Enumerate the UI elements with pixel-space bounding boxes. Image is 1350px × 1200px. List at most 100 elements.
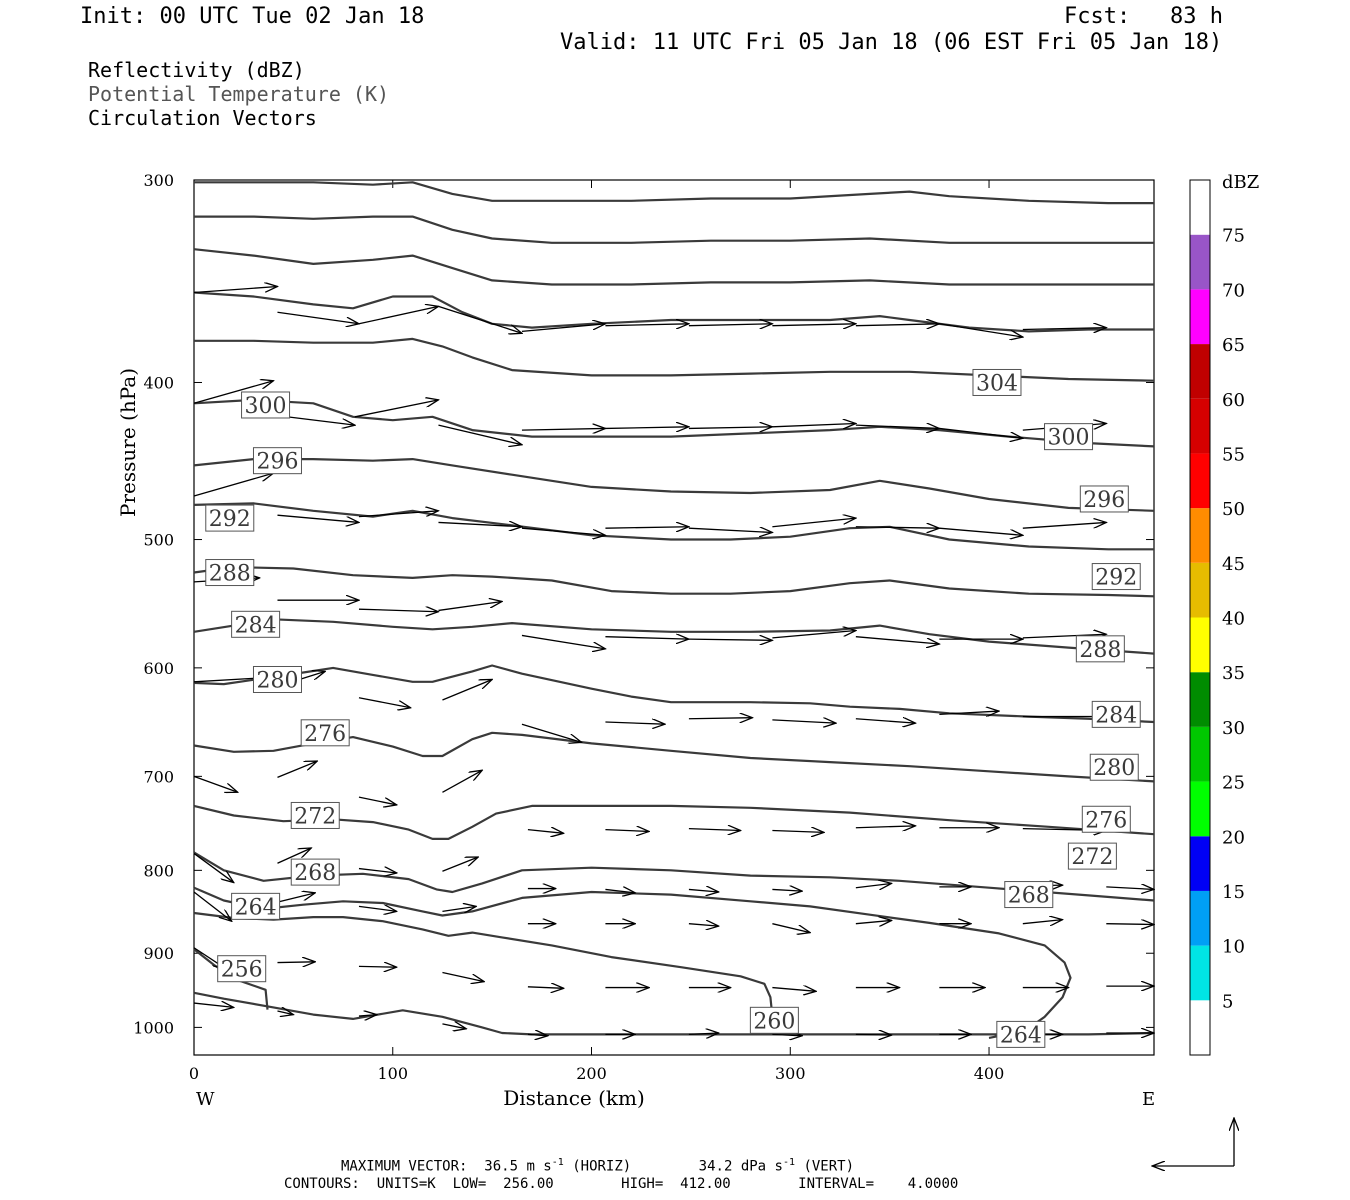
theta-contour-280: [193, 618, 1155, 655]
colorbar-segment: [1190, 945, 1210, 1001]
contour-label: 272: [294, 804, 336, 829]
circulation-vector: [772, 720, 836, 723]
contour-label: 256: [221, 958, 263, 983]
circulation-vector: [527, 987, 564, 988]
circulation-vector: [605, 722, 665, 724]
y-tick-label: 900: [143, 944, 174, 963]
circulation-vector: [358, 1015, 377, 1016]
circulation-vector: [277, 962, 315, 963]
contour-label-box: [1081, 805, 1131, 833]
circulation-vector: [605, 324, 688, 326]
contour-label: 284: [235, 613, 277, 638]
contour-label: 300: [1048, 426, 1090, 451]
vert-tag: (VERT): [803, 1158, 855, 1175]
contour-label-box: [290, 801, 340, 829]
circulation-vector: [1022, 920, 1063, 924]
circulation-vector: [1022, 328, 1106, 330]
colorbar-tick-label: 55: [1222, 444, 1245, 465]
circulation-vector: [855, 1034, 892, 1035]
contour-label: 288: [209, 562, 251, 587]
colorbar-tick-label: 60: [1222, 390, 1245, 411]
circulation-vector: [521, 527, 605, 535]
plot-frame: [193, 179, 1155, 1056]
theta-contour-260: [193, 991, 1155, 1036]
contour-label-box: [205, 504, 255, 532]
y-tick-label: 800: [143, 861, 174, 880]
circulation-vector: [358, 306, 439, 325]
circulation-vector: [358, 966, 397, 967]
colorbar-tick-label: 20: [1222, 827, 1245, 848]
contours-line: CONTOURS: UNITS=K LOW= 256.00 HIGH= 412.…: [284, 1176, 959, 1192]
contour-label: 296: [256, 450, 298, 475]
colorbar-tick-label: 50: [1222, 499, 1245, 520]
theta-contour-260: [193, 911, 774, 1035]
y-axis-label: Pressure (hPa): [116, 368, 140, 517]
valid-time: Valid: 11 UTC Fri 05 Jan 18 (06 EST Fri …: [560, 30, 1223, 55]
contour-label-box: [972, 368, 1022, 396]
circulation-vector: [358, 697, 411, 708]
init-time: Init: 00 UTC Tue 02 Jan 18: [80, 4, 425, 29]
circulation-vector: [277, 848, 311, 864]
circulation-vector: [442, 1024, 466, 1029]
circulation-vector: [358, 796, 397, 805]
x-tick-label: 300: [775, 1064, 806, 1083]
vert-exponent: -1: [782, 1157, 796, 1168]
colorbar-tick-label: 25: [1222, 773, 1245, 794]
circulation-vector: [772, 324, 855, 326]
contour-label: 264: [235, 895, 277, 920]
contour-label-box: [749, 1006, 799, 1034]
circulation-vector: [772, 1034, 802, 1035]
theta-contour-308: [193, 248, 1154, 286]
contour-label-box: [996, 1020, 1046, 1048]
circulation-vector: [855, 719, 916, 723]
circulation-vector: [772, 631, 855, 639]
colorbar-segment: [1190, 453, 1210, 509]
circulation-vector: [688, 829, 741, 831]
theta-contour-316: [194, 181, 1154, 205]
contour-label: 276: [1085, 808, 1127, 833]
y-tick-label: 700: [143, 767, 174, 786]
circulation-vector: [277, 1011, 293, 1015]
circulation-vector: [688, 528, 772, 532]
forecast-hour: Fcst: 83 h: [1064, 4, 1223, 29]
colorbar-segment: [1190, 344, 1210, 399]
circulation-vector: [772, 923, 810, 933]
contour-label: 288: [1079, 638, 1121, 663]
theta-contour-276: [193, 664, 1155, 724]
contour-label-box: [231, 892, 281, 920]
circulation-vector: [688, 924, 719, 926]
contour-label-box: [1091, 700, 1141, 728]
theta-contour-312: [194, 215, 1154, 244]
colorbar-tick-label: 30: [1222, 718, 1245, 739]
contour-label-box: [1075, 635, 1125, 663]
contour-label: 280: [256, 668, 298, 693]
max-vector-prefix: MAXIMUM VECTOR:: [341, 1158, 468, 1175]
contour-label: 264: [1000, 1023, 1042, 1048]
contour-label-box: [217, 955, 267, 983]
circulation-vector: [442, 770, 482, 793]
colorbar-tick-label: 75: [1222, 226, 1245, 247]
field-circulation-vectors: Circulation Vectors: [88, 106, 317, 130]
colorbar-tick-label: 15: [1222, 882, 1245, 903]
east-label: E: [1142, 1089, 1155, 1110]
horiz-exponent: -1: [551, 1157, 564, 1168]
colorbar-segment: [1190, 1000, 1210, 1055]
circulation-vector: [277, 311, 358, 324]
field-potential-temperature: Potential Temperature (K): [88, 82, 390, 106]
contour-label: 280: [1093, 756, 1135, 781]
circulation-vector: [855, 920, 892, 923]
theta-contour-296: [193, 398, 1155, 448]
contour-label-box: [1079, 485, 1129, 513]
circulation-vector: [1022, 522, 1106, 529]
colorbar-segment: [1190, 890, 1210, 946]
circulation-vector: [939, 323, 1022, 337]
circulation-vector: [855, 883, 892, 887]
horiz-value: 36.5 m s: [484, 1158, 552, 1175]
colorbar-segment: [1190, 398, 1210, 454]
theta-contour-304: [193, 291, 1154, 333]
max-vector-line: MAXIMUM VECTOR: 36.5 m s-1 (HORIZ) 34.2 …: [341, 1158, 854, 1174]
contour-label-box: [231, 610, 281, 638]
circulation-vector: [193, 1003, 234, 1007]
circulation-vector: [688, 324, 772, 326]
